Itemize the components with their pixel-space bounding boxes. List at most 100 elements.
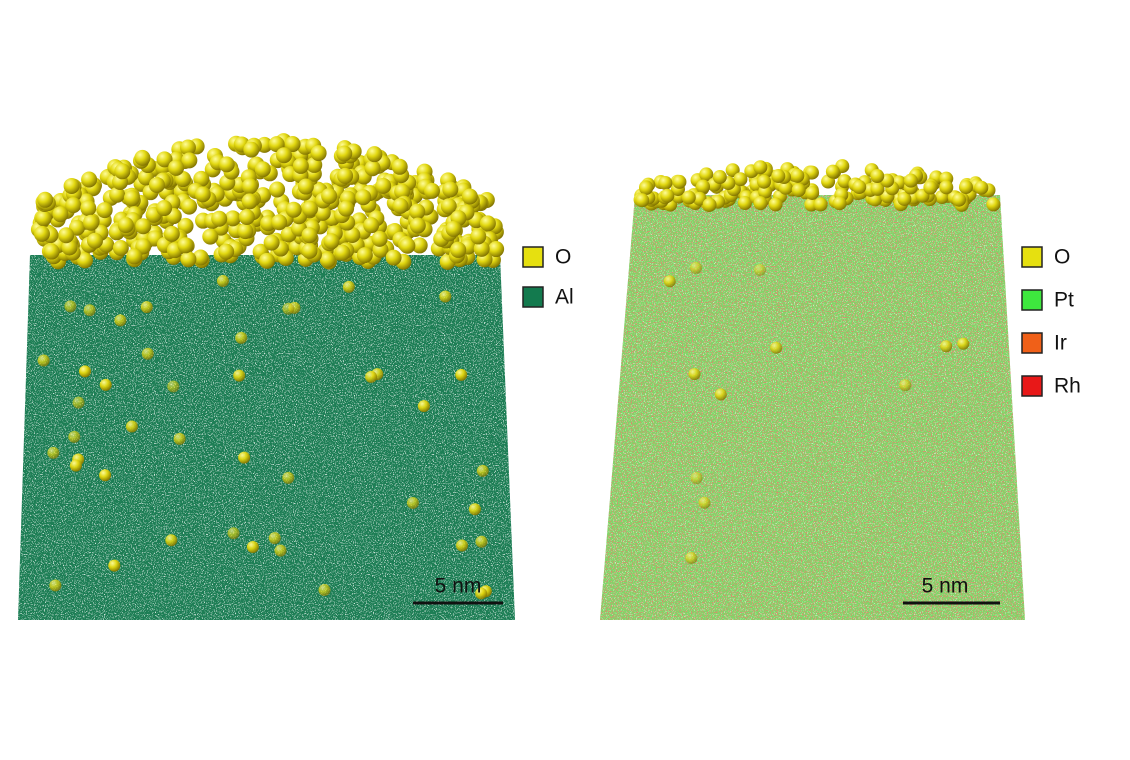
legend-label: Rh: [1054, 375, 1081, 398]
oxygen-atom: [52, 206, 69, 223]
oxygen-atom: [282, 471, 295, 484]
oxygen-atom: [181, 152, 198, 169]
speckle-red: [600, 195, 1025, 620]
legend-label: O: [555, 246, 571, 269]
oxygen-atom: [899, 379, 912, 392]
legend-swatch: [1021, 375, 1043, 397]
oxygen-atom: [475, 535, 488, 548]
oxygen-atom: [394, 183, 411, 200]
right-atom-map: [600, 159, 1025, 620]
oxygen-atom: [165, 534, 178, 547]
oxygen-atom: [268, 532, 281, 545]
oxygen-atom: [263, 234, 280, 251]
oxygen-atom: [737, 195, 752, 210]
oxygen-atom: [211, 210, 228, 227]
oxygen-atom: [852, 180, 867, 195]
oxygen-atom: [417, 400, 430, 413]
oxygen-atom: [33, 225, 50, 242]
oxygen-atom: [672, 174, 687, 189]
oxygen-atom: [714, 388, 727, 401]
oxygen-atom: [238, 209, 255, 226]
oxygen-atom: [254, 161, 271, 178]
oxygen-atom: [246, 541, 259, 554]
oxygen-atom: [753, 160, 768, 175]
oxygen-atom: [778, 180, 793, 195]
oxygen-atom: [224, 210, 241, 227]
oxygen-atom: [180, 251, 197, 268]
legend-label: O: [1054, 246, 1070, 269]
legend-swatch: [1021, 289, 1043, 311]
legend-swatch: [1021, 332, 1043, 354]
legend-swatch: [522, 286, 544, 308]
oxygen-atom: [770, 341, 783, 354]
oxygen-atom: [423, 182, 440, 199]
oxygen-atom: [301, 242, 318, 259]
oxygen-atom: [285, 201, 302, 218]
oxygen-atom: [83, 214, 100, 231]
oxygen-atom: [227, 527, 240, 540]
oxygen-atom: [314, 204, 331, 221]
oxygen-atom: [702, 197, 717, 212]
oxygen-atom: [365, 370, 378, 383]
oxygen-atom: [445, 220, 462, 237]
oxygen-atom: [366, 146, 383, 163]
oxygen-atom: [768, 197, 783, 212]
oxygen-atom: [658, 175, 673, 190]
oxygen-atom: [952, 192, 967, 207]
oxygen-atom: [156, 151, 173, 168]
oxygen-atom: [411, 237, 428, 254]
oxygen-atom: [757, 174, 772, 189]
oxygen-atom: [81, 171, 98, 188]
oxygen-atom: [805, 185, 820, 200]
oxygen-atom: [698, 496, 711, 509]
oxygen-atom: [163, 225, 180, 242]
oxygen-atom: [193, 170, 210, 187]
legend-label: Pt: [1054, 289, 1074, 312]
oxygen-atom: [108, 559, 121, 572]
oxygen-atom: [356, 247, 373, 264]
oxygen-atom: [310, 145, 327, 162]
oxygen-atom: [334, 244, 351, 261]
oxygen-atom: [80, 200, 97, 217]
oxygen-atom: [302, 200, 319, 217]
oxygen-atom: [771, 169, 786, 184]
oxygen-atom: [47, 446, 60, 459]
oxygen-atom: [58, 227, 75, 244]
oxygen-atom: [958, 180, 973, 195]
oxygen-atom: [117, 217, 134, 234]
oxygen-atom: [813, 197, 828, 212]
oxygen-atom: [690, 261, 703, 274]
oxygen-atom: [733, 172, 748, 187]
oxygen-atom: [342, 280, 355, 293]
oxygen-atom: [468, 503, 481, 516]
oxygen-atom: [135, 218, 152, 235]
oxygen-atom: [344, 227, 361, 244]
oxygen-atom: [825, 164, 840, 179]
oxygen-atom: [125, 420, 138, 433]
oxygen-atom: [218, 243, 235, 260]
oxygen-atom: [837, 174, 852, 189]
oxygen-atom: [258, 252, 275, 269]
oxygen-atom: [957, 337, 970, 350]
oxygen-atom: [237, 223, 254, 240]
oxygen-atom: [363, 217, 380, 234]
oxygen-atom: [939, 180, 954, 195]
oxygen-atom: [79, 365, 92, 378]
oxygen-atom: [321, 188, 338, 205]
oxygen-atom: [475, 587, 488, 600]
oxygen-atom: [192, 249, 209, 266]
oxygen-atom: [218, 156, 235, 173]
oxygen-atom: [696, 179, 711, 194]
oxygen-atom: [371, 230, 388, 247]
oxygen-atom: [114, 314, 127, 327]
oxygen-atom: [473, 240, 490, 257]
oxygen-cap: [633, 159, 1001, 564]
oxygen-atom: [64, 300, 77, 313]
oxygen-atom: [337, 167, 354, 184]
oxygen-atom: [233, 369, 246, 382]
oxygen-atom: [168, 159, 185, 176]
oxygen-atom: [114, 163, 131, 180]
oxygen-atom: [148, 176, 165, 193]
left-atom-map: [18, 133, 515, 620]
oxygen-atom: [753, 264, 766, 277]
